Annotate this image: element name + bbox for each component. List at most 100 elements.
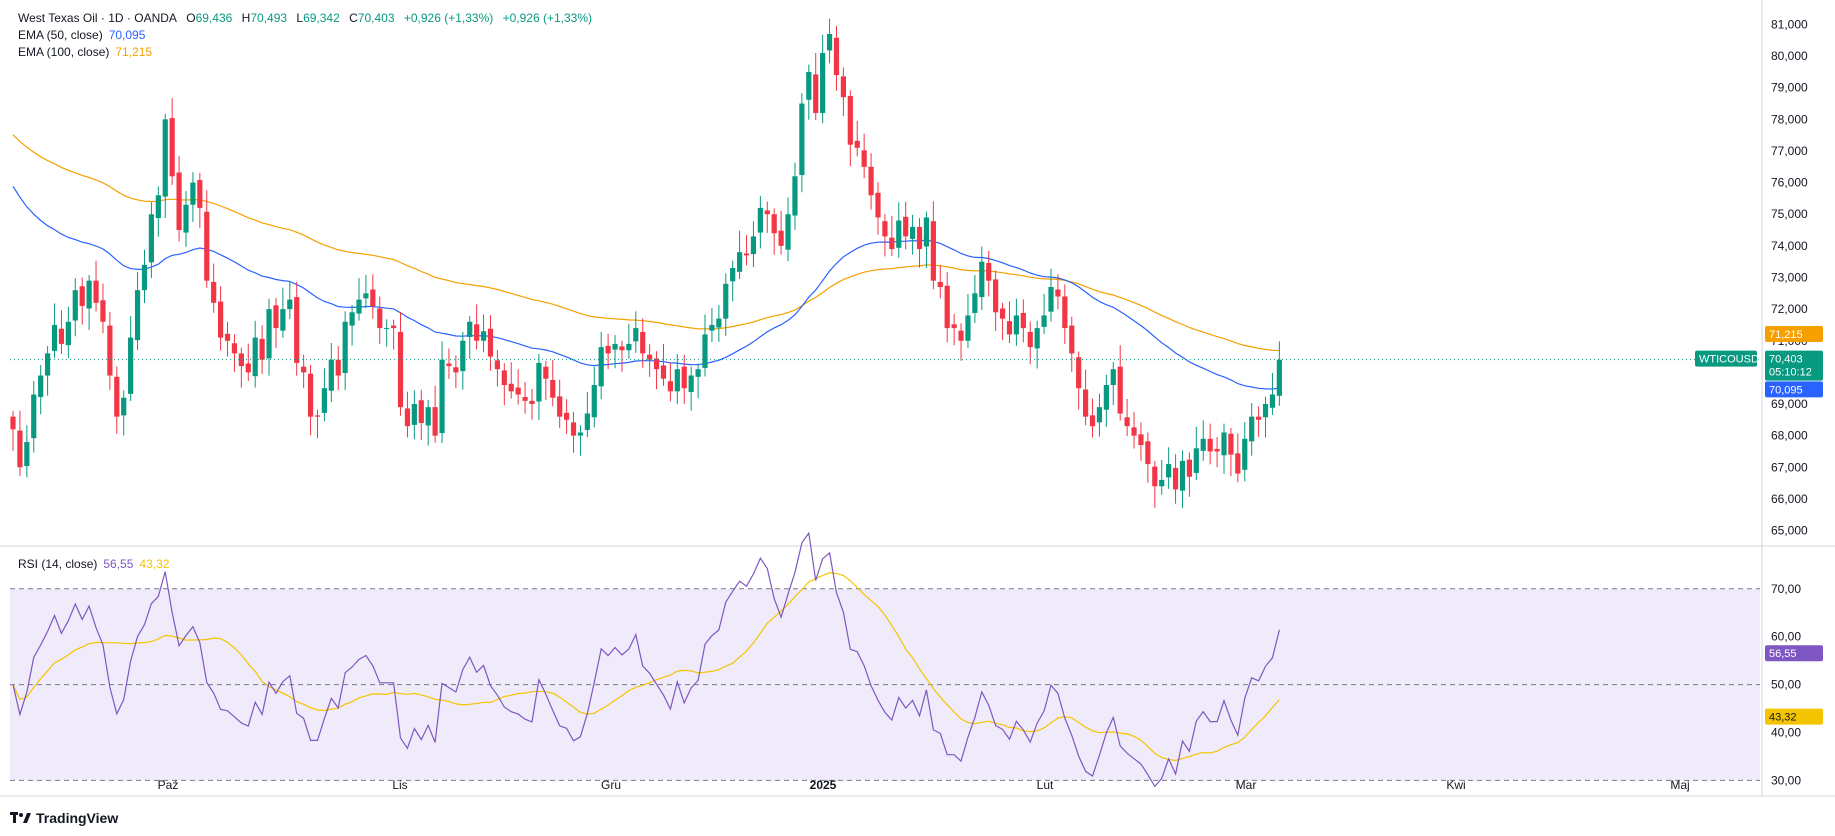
candle-body <box>1145 441 1151 465</box>
ema50-line <box>12 185 1280 390</box>
ema50-value: 70,095 <box>108 28 146 42</box>
price-tick-label: 65,000 <box>1771 524 1808 538</box>
candle-body <box>1159 479 1165 487</box>
candle-body <box>204 211 210 281</box>
candle-body <box>1013 315 1019 335</box>
candle-body <box>543 366 549 379</box>
candle-body <box>134 290 141 341</box>
candle-body <box>148 214 154 263</box>
candle-body <box>508 383 514 392</box>
rsi-ma-value: 43,32 <box>139 557 170 571</box>
candle-body <box>460 340 466 372</box>
candle-body <box>536 362 542 402</box>
candle-body <box>570 422 577 436</box>
candle-body <box>1034 328 1040 349</box>
candle-body <box>1103 385 1109 410</box>
candle-body <box>1048 286 1054 312</box>
candle-body <box>1138 434 1144 446</box>
candle-body <box>411 404 417 425</box>
high-value: 70,493 <box>250 11 288 25</box>
low-label: L <box>296 11 304 25</box>
candle-body <box>826 33 833 51</box>
candle-body <box>598 347 604 387</box>
candle-body <box>750 236 757 255</box>
rsi-tick-label: 30,00 <box>1771 773 1801 787</box>
candle-body <box>10 416 16 430</box>
candle-body <box>1089 415 1096 427</box>
rsi-badge-text: 56,55 <box>1769 648 1797 660</box>
candle-body <box>494 360 500 370</box>
symbol-title[interactable]: West Texas Oil · 1D · OANDA <box>18 11 177 25</box>
candle-body <box>176 172 182 231</box>
candle-body <box>806 71 812 100</box>
rsi-tick-label: 70,00 <box>1771 582 1801 596</box>
candle-body <box>342 321 348 374</box>
candle-body <box>245 363 251 373</box>
price-tick-label: 81,000 <box>1771 17 1808 31</box>
time-tick-label: Lis <box>392 778 407 792</box>
close-label: C <box>349 11 358 25</box>
candle-body <box>121 397 127 416</box>
time-tick-label: Lut <box>1037 778 1054 792</box>
candle-body <box>453 367 459 373</box>
candle-body <box>238 353 244 367</box>
tradingview-logo-text: TradingView <box>36 810 119 826</box>
tradingview-logo[interactable]: TradingView <box>10 810 118 826</box>
candle-body <box>965 315 971 341</box>
candle-body <box>737 252 743 272</box>
rsi-lines <box>12 531 1280 788</box>
rsi-legend[interactable]: RSI (14, close) 56,55 43,32 <box>18 556 175 573</box>
main-legend: West Texas Oil · 1D · OANDA O69,436 H70,… <box>18 10 598 27</box>
candle-body <box>999 308 1006 319</box>
candle-body <box>1027 331 1033 348</box>
candle-body <box>1055 289 1061 297</box>
last-price-badge-bg <box>1765 350 1823 381</box>
candle-body <box>923 217 930 247</box>
candle-body <box>169 118 175 177</box>
candle-body <box>550 379 556 398</box>
candle-body <box>820 52 826 114</box>
candle-body <box>58 328 65 344</box>
ema100-legend[interactable]: EMA (100, close) 71,215 <box>18 44 158 61</box>
price-tick-label: 67,000 <box>1771 460 1808 474</box>
candle-body <box>564 412 570 420</box>
price-tick-label: 69,000 <box>1771 397 1808 411</box>
candle-body <box>155 195 161 219</box>
candle-body <box>1131 427 1137 436</box>
candle-body <box>404 408 411 427</box>
ema50-badge-text: 70,095 <box>1769 384 1803 396</box>
ema100-label: EMA (100, close) <box>18 45 110 59</box>
candle-body <box>252 337 258 377</box>
ema100-badge-bg <box>1765 325 1823 342</box>
candle-body <box>183 204 189 233</box>
ticker-badge-text: WTICOUSD <box>1699 354 1759 366</box>
candle-body <box>501 370 507 386</box>
candle-body <box>522 397 528 401</box>
rsi-band <box>10 588 1760 781</box>
rsi-ma-badge-text: 43,32 <box>1769 712 1797 724</box>
candle-body <box>709 324 715 331</box>
candle-body <box>577 432 584 436</box>
candle-body <box>224 333 231 341</box>
candle-body <box>986 262 992 281</box>
candle-body <box>1076 357 1082 389</box>
ema50-legend[interactable]: EMA (50, close) 70,095 <box>18 27 151 44</box>
candle-body <box>1179 460 1186 491</box>
candle-body <box>280 309 286 331</box>
price-tick-label: 68,000 <box>1771 429 1808 443</box>
candle-body <box>792 176 798 216</box>
open-label: O <box>186 11 196 25</box>
candle-body <box>730 268 736 282</box>
rsi-label: RSI (14, close) <box>18 557 98 571</box>
candle-body <box>667 381 673 392</box>
candle-body <box>1041 315 1047 327</box>
candle-body <box>370 289 376 306</box>
candle-body <box>688 375 694 392</box>
candle-body <box>778 230 784 246</box>
candle-body <box>31 394 37 439</box>
candle-body <box>757 207 763 233</box>
candle-body <box>1152 466 1158 487</box>
candle-body <box>363 293 369 299</box>
candle-body <box>944 285 950 329</box>
